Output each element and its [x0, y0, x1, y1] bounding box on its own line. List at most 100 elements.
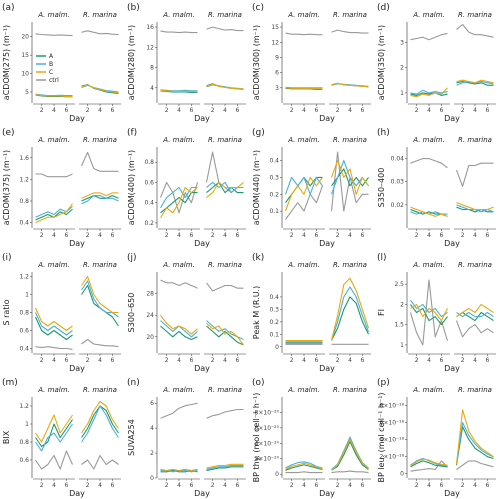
y-tick-label: 10 — [21, 71, 29, 78]
facet-strip: A. malm. — [162, 136, 194, 144]
y-axis-label: aCDOM(280) (m⁻¹) — [127, 25, 136, 100]
facet-strip: A. malm. — [287, 386, 319, 394]
x-tick-label: 6 — [64, 482, 68, 489]
y-tick-label: 0.8 — [19, 310, 29, 317]
series-line-B — [410, 89, 448, 95]
series-line-C — [160, 468, 198, 472]
series-line-B — [410, 457, 448, 467]
x-axis-label: Day — [444, 239, 460, 248]
series-line-C — [160, 314, 198, 335]
x-tick-label: 6 — [314, 357, 318, 364]
y-tick-label: 0.3 — [269, 174, 279, 181]
x-tick-label: 6 — [189, 357, 193, 364]
x-tick-label: 2 — [461, 232, 465, 239]
series-line-C — [81, 275, 119, 314]
facet-strip: A. malm. — [162, 261, 194, 269]
facet-strip: A. malm. — [287, 136, 319, 144]
series-line-C — [410, 458, 448, 467]
series-line-B — [81, 84, 119, 93]
x-axis-label: Day — [69, 239, 85, 248]
x-axis-label: Day — [194, 239, 210, 248]
y-tick-label: 1 — [400, 90, 404, 97]
x-tick-label: 2 — [165, 357, 169, 364]
x-tick-label: 4 — [177, 107, 181, 114]
series-line-C — [456, 201, 494, 211]
series-line-B — [35, 423, 73, 452]
x-tick-label: 4 — [427, 232, 431, 239]
facet-strip: R. marina — [208, 136, 242, 144]
panel-label: (d) — [377, 3, 390, 13]
series-line-ctrl — [410, 32, 448, 41]
y-tick-label: 0.04 — [391, 156, 405, 163]
panel-label: (g) — [252, 128, 265, 138]
y-tick-label: 0.6 — [144, 179, 154, 186]
y-tick-label: 8×10⁻²⁰ — [255, 409, 280, 416]
x-tick-label: 4 — [473, 482, 477, 489]
series-line-ctrl — [35, 450, 74, 470]
y-tick-label: 0.6 — [19, 457, 29, 464]
y-tick-label: 1.2 — [19, 274, 29, 281]
series-line-C — [206, 463, 244, 469]
series-line-ctrl — [456, 23, 494, 38]
x-axis-label: Day — [194, 489, 210, 498]
series-line-ctrl — [285, 185, 324, 220]
y-tick-label: 0.4 — [19, 220, 29, 227]
panel-label: (h) — [377, 128, 390, 138]
x-tick-label: 2 — [40, 357, 44, 364]
y-tick-label: 0 — [275, 471, 279, 478]
series-line-A — [456, 206, 494, 213]
series-line-B — [456, 204, 494, 213]
series-line-C — [330, 277, 370, 341]
x-tick-label: 4 — [427, 107, 431, 114]
y-axis-label: FI — [377, 309, 386, 316]
x-tick-label: 2 — [290, 232, 294, 239]
panel-label: (e) — [2, 128, 15, 138]
facet-strip: R. marina — [333, 11, 367, 19]
facet-strip: R. marina — [458, 386, 492, 394]
y-tick-label: 0 — [400, 471, 404, 478]
panel-h: (h) A. malm. R. marina 0.02 0.03 0.04 S350–400… — [377, 128, 496, 248]
y-tick-label: 20 — [21, 34, 29, 41]
x-tick-label: 2 — [40, 107, 44, 114]
y-axis-label: BIX — [2, 430, 11, 444]
series-line-C — [81, 84, 119, 94]
x-tick-label: 4 — [473, 107, 477, 114]
x-tick-label: 4 — [98, 482, 102, 489]
x-tick-label: 2 — [211, 357, 215, 364]
series-line-C — [81, 400, 119, 434]
facet-strip: A. malm. — [412, 11, 444, 19]
x-tick-label: 4 — [223, 482, 227, 489]
panel-b: (b) A. malm. R. marina 4 8 12 16 aCDOM(280) (m⁻… — [127, 3, 246, 123]
facet-strip: R. marina — [333, 386, 367, 394]
series-line-C — [456, 303, 494, 318]
y-tick-label: 0.4 — [269, 158, 279, 165]
facet-strip: A. malm. — [287, 261, 319, 269]
series-line-A — [331, 296, 369, 341]
x-tick-label: 6 — [314, 107, 318, 114]
y-tick-label: 1.2 — [19, 176, 29, 183]
series-line-B — [206, 464, 244, 470]
series-line-ctrl — [285, 32, 323, 36]
y-axis-label: aCDOM(440) (m⁻¹) — [252, 150, 261, 225]
y-tick-label: 4 — [150, 85, 154, 92]
series-line-C — [456, 79, 494, 84]
series-line-B — [34, 312, 73, 336]
x-tick-label: 6 — [235, 357, 239, 364]
x-tick-label: 4 — [177, 482, 181, 489]
x-tick-label: 4 — [302, 357, 306, 364]
series-line-C — [160, 89, 198, 93]
facet-strip: R. marina — [333, 261, 367, 269]
series-line-A — [206, 181, 244, 194]
series-line-A — [34, 316, 73, 341]
facet-strip: R. marina — [83, 11, 117, 19]
series-line-ctrl — [35, 33, 73, 37]
series-line-ctrl — [81, 338, 119, 348]
x-tick-label: 4 — [302, 482, 306, 489]
y-axis-label: Peak M (R.U.) — [252, 286, 261, 339]
panel-label: (j) — [127, 253, 137, 263]
x-tick-label: 6 — [360, 357, 364, 364]
x-tick-label: 4 — [302, 107, 306, 114]
panel-label: (l) — [377, 253, 387, 263]
series-line-C — [160, 186, 198, 219]
